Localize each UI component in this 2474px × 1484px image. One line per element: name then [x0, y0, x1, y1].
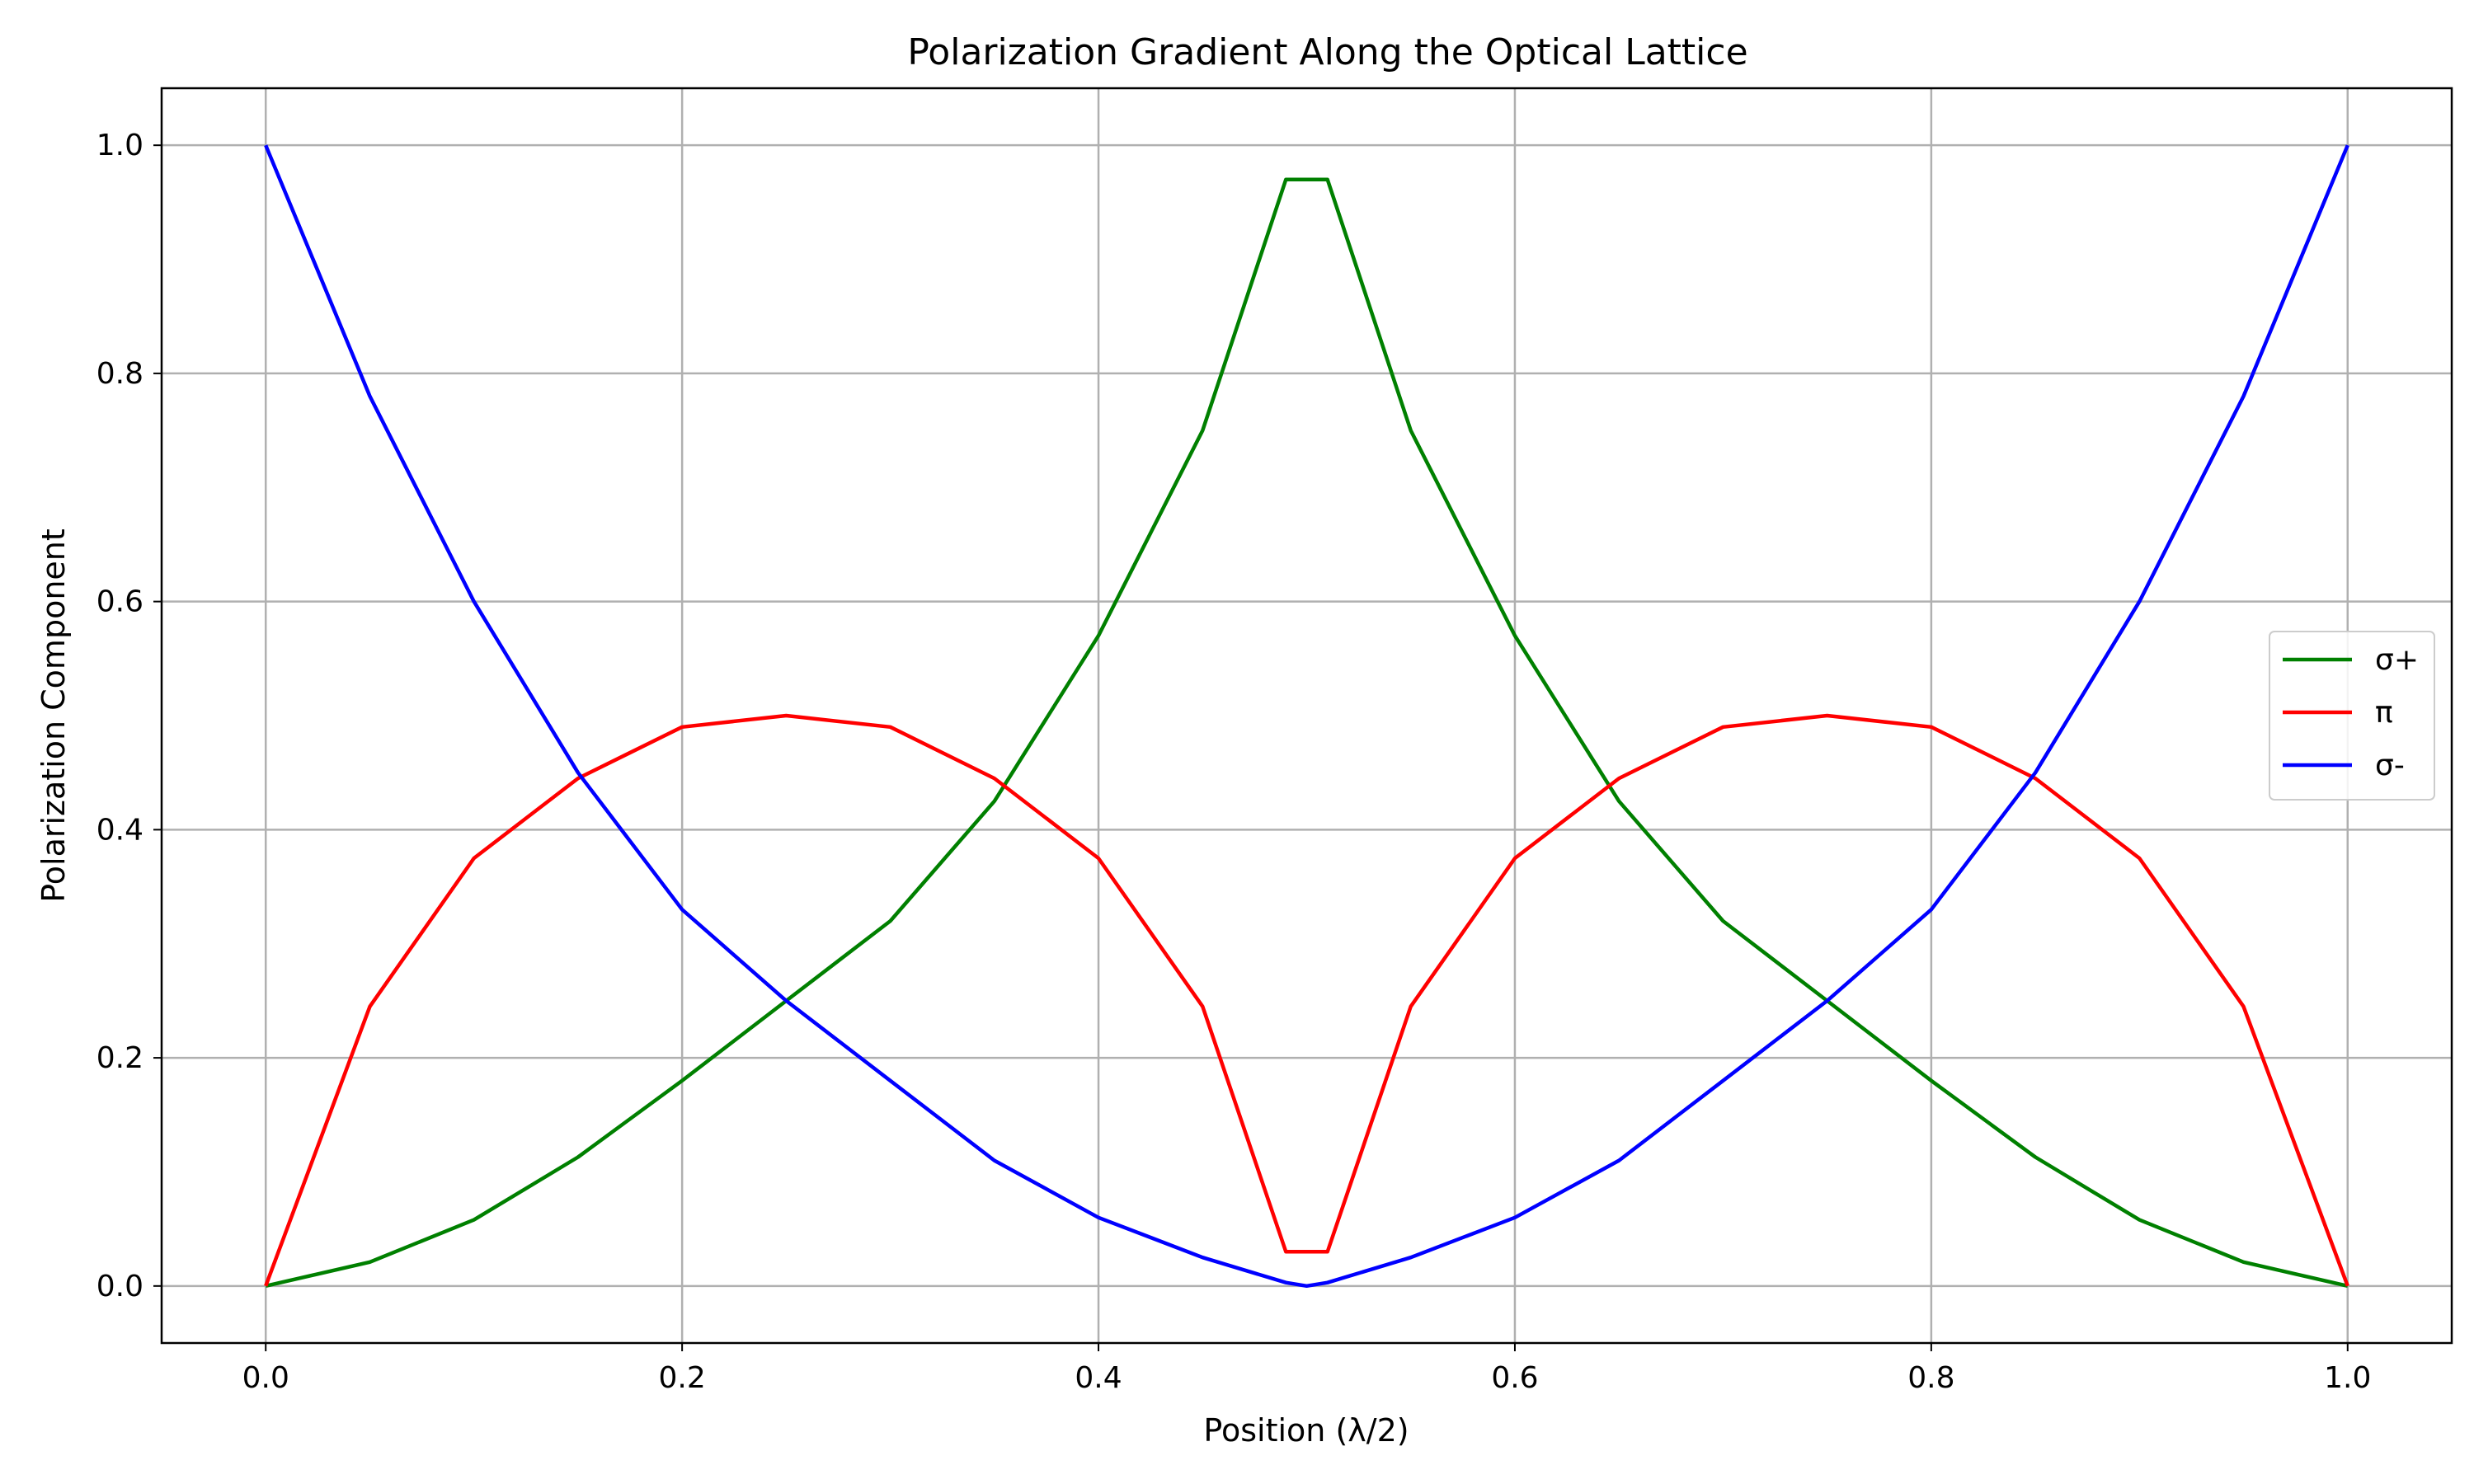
x-axis-label: Position (λ/2)	[1203, 1412, 1409, 1449]
x-tick-label: 0.2	[659, 1361, 706, 1395]
y-tick-label: 0.0	[96, 1270, 143, 1303]
legend: σ+ π σ-	[2269, 631, 2435, 801]
axis-ticks: 0.0 0.2 0.4 0.6 0.8 1.0 0.0 0.2 0.4 0.6 0.8 1.0	[96, 129, 2372, 1395]
chart-title: Polarization Gradient Along the Optical …	[907, 31, 1747, 73]
x-tick-label: 0.0	[242, 1361, 289, 1395]
legend-label: σ+	[2375, 643, 2419, 677]
legend-label: σ-	[2375, 749, 2405, 782]
y-tick-label: 0.6	[96, 585, 143, 619]
legend-label: π	[2375, 696, 2393, 730]
y-tick-label: 0.4	[96, 813, 143, 847]
series-line	[264, 144, 2349, 1289]
legend-box	[2269, 631, 2435, 801]
axes-frame	[160, 87, 2453, 1345]
y-tick-label: 0.8	[96, 357, 143, 391]
y-tick-label: 1.0	[96, 129, 143, 162]
grid-lines	[162, 88, 2452, 1343]
series-lines	[264, 144, 2349, 1289]
series-line	[264, 713, 2349, 1287]
y-axis-label: Polarization Component	[35, 528, 72, 903]
y-tick-label: 0.2	[96, 1041, 143, 1075]
x-tick-label: 0.4	[1075, 1361, 1122, 1395]
x-tick-label: 1.0	[2324, 1361, 2371, 1395]
series-line	[265, 177, 2349, 1288]
x-tick-label: 0.8	[1907, 1361, 1954, 1395]
x-tick-label: 0.6	[1491, 1361, 1538, 1395]
